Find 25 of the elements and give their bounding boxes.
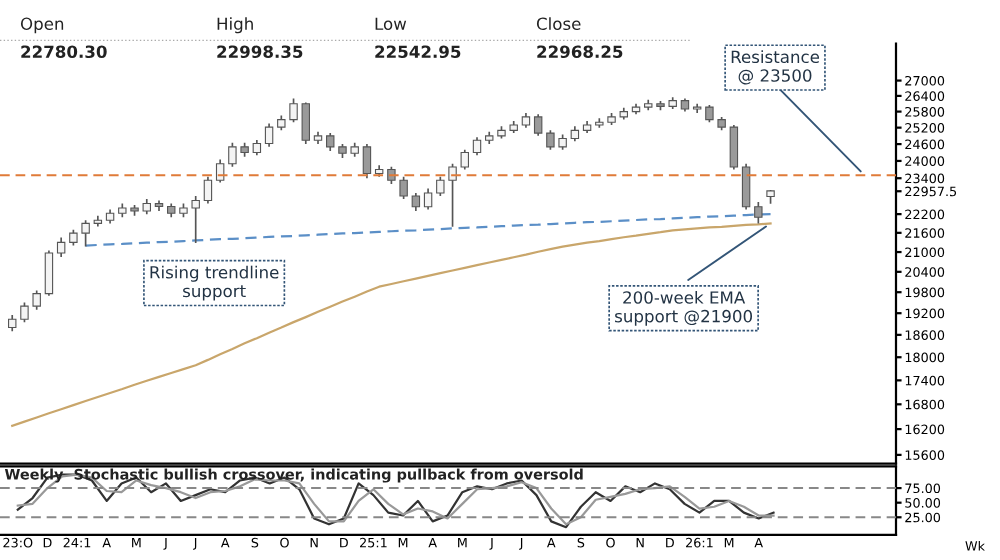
candlestick xyxy=(729,124,739,171)
candlestick xyxy=(423,187,433,211)
candlestick xyxy=(264,122,274,148)
annotation: 22998.35 xyxy=(217,45,303,59)
candlestick xyxy=(472,136,482,157)
annotation: 200-week EMA support @21900 xyxy=(615,290,753,326)
line-series xyxy=(11,222,772,427)
text: Close xyxy=(536,17,581,31)
text: Open xyxy=(20,17,64,34)
candlestick xyxy=(741,162,751,211)
candlestick xyxy=(203,175,213,205)
annotation: Resistance @ 23500 xyxy=(731,50,820,85)
annotation: 22542.95 xyxy=(375,45,461,59)
candlestick xyxy=(56,236,66,258)
annotation: 22968.25 xyxy=(537,45,623,59)
text: High xyxy=(217,17,253,34)
candlestick xyxy=(533,113,543,137)
candlestick xyxy=(44,249,54,297)
candlestick xyxy=(754,201,763,225)
candlestick xyxy=(411,192,421,212)
candlestick xyxy=(362,143,372,180)
text: Low xyxy=(375,17,407,31)
annotation: Rising trendline support xyxy=(150,265,279,301)
annotation: 22780.30 xyxy=(21,45,107,59)
candlestick xyxy=(215,158,225,184)
